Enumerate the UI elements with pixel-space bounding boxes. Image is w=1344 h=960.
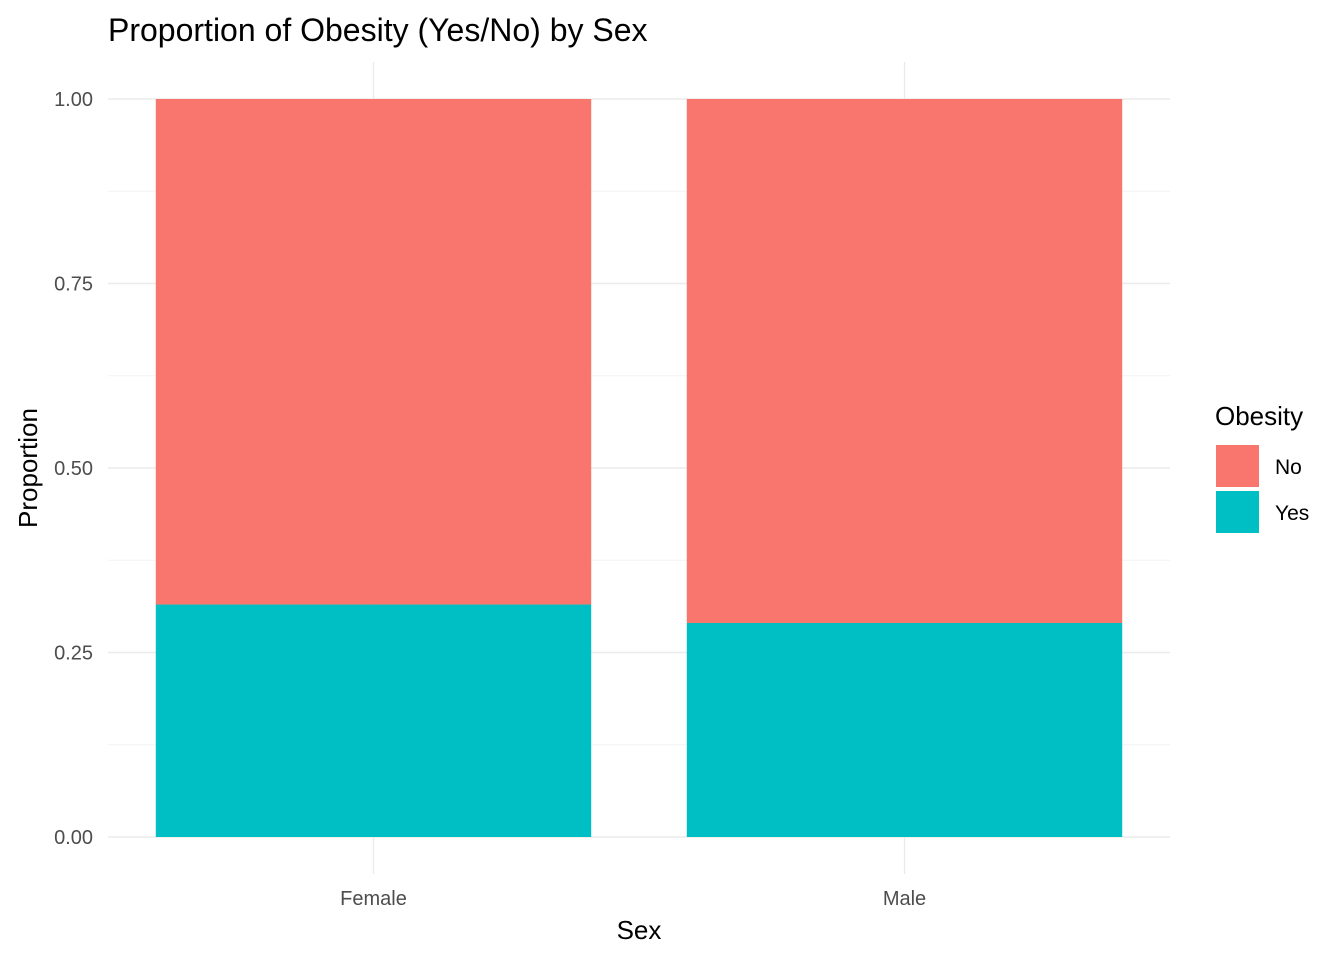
- bar-female-yes: [155, 604, 592, 837]
- legend: Obesity No Yes: [1215, 401, 1309, 533]
- legend-swatch-yes: [1216, 491, 1259, 533]
- legend-label-yes: Yes: [1275, 502, 1309, 525]
- legend-label-no: No: [1275, 456, 1302, 479]
- y-axis-ticks: 0.00 0.25 0.50 0.75 1.00: [54, 89, 93, 849]
- y-tick-label: 0.50: [54, 458, 93, 480]
- bar-male-no: [686, 99, 1123, 623]
- x-tick-label: Male: [883, 888, 926, 910]
- legend-title: Obesity: [1215, 401, 1303, 431]
- x-tick-label: Female: [340, 888, 407, 910]
- x-axis-title: Sex: [617, 915, 662, 945]
- chart-title: Proportion of Obesity (Yes/No) by Sex: [108, 12, 648, 48]
- legend-swatch-no: [1216, 445, 1259, 487]
- y-axis-title: Proportion: [13, 408, 43, 528]
- x-axis-ticks: Female Male: [340, 888, 926, 910]
- bar-male-yes: [686, 622, 1123, 837]
- y-tick-label: 1.00: [54, 89, 93, 111]
- bar-female-no: [155, 99, 592, 605]
- y-tick-label: 0.75: [54, 274, 93, 296]
- bars: [155, 99, 1123, 837]
- legend-items: No Yes: [1216, 445, 1309, 533]
- y-tick-label: 0.00: [54, 827, 93, 849]
- y-tick-label: 0.25: [54, 643, 93, 665]
